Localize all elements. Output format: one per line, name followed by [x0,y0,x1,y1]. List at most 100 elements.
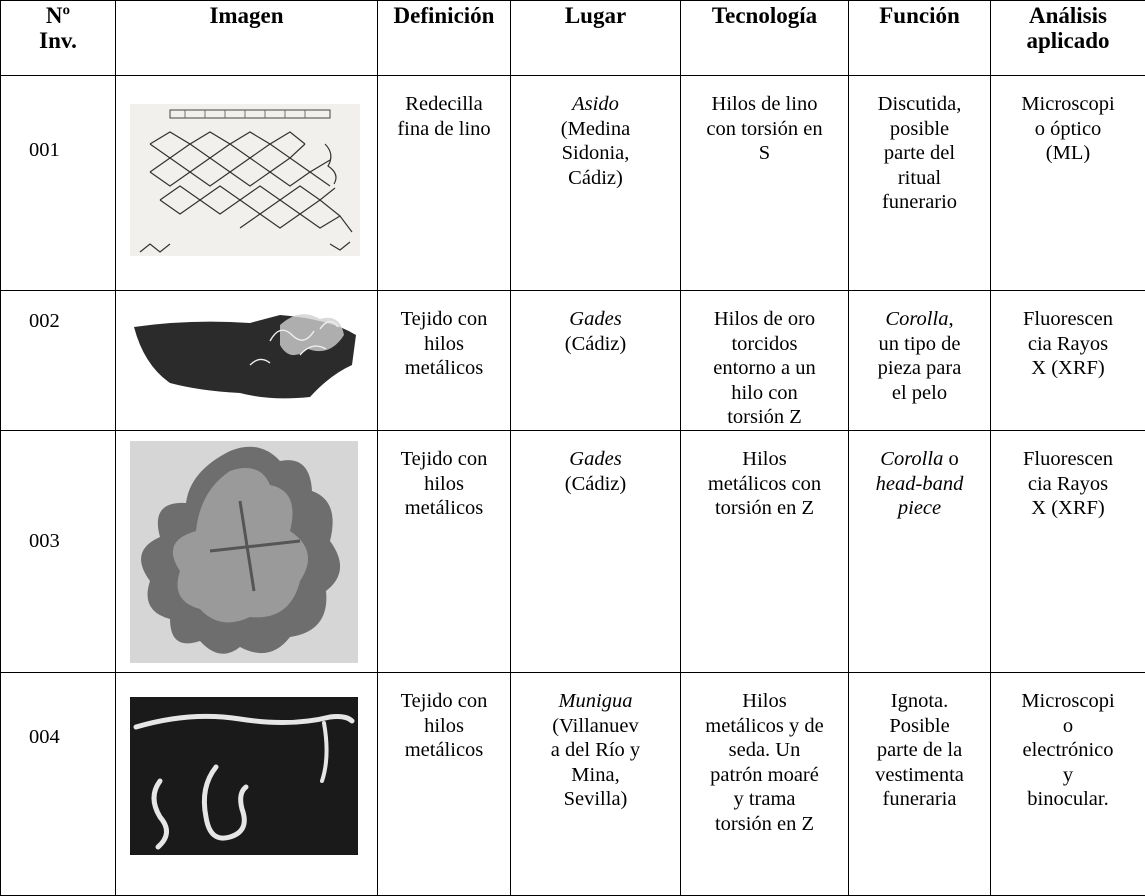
net-image [130,104,360,256]
cell-line: hilos [378,714,510,739]
cell-line: head-band [849,472,990,497]
cell-line: Definición [378,3,510,28]
italic-segment: Asido [572,93,619,115]
cell-line: Posible [849,714,990,739]
cell-line: con torsión en [681,117,848,142]
cell-line: Corolla, [849,307,990,332]
header-cell: Lugar [511,1,681,76]
cell-line: cia Rayos [991,472,1145,497]
cell-line: piece [849,496,990,521]
cell-line: Corolla o [849,447,990,472]
cell-line: vestimenta [849,763,990,788]
cell-line: entorno a un [681,356,848,381]
cell-line: binocular. [991,787,1145,812]
cell-line: funeraria [849,787,990,812]
cell-line: o óptico [991,117,1145,142]
inv-number: 002 [1,291,116,431]
cell-line: Munigua [511,689,680,714]
cell-line: funerario [849,190,990,215]
italic-segment: Corolla [880,448,943,470]
cell-line: fina de lino [378,117,510,142]
header-cell: Definición [378,1,511,76]
cell-line: Función [849,3,990,28]
italic-segment: Gades [569,308,621,330]
cell-line: Análisis [991,3,1145,28]
cell-line: Nº [1,3,115,28]
cell-line: el pelo [849,381,990,406]
cell-line: y [991,763,1145,788]
cell-line: Hilos de lino [681,92,848,117]
cell-line: Fluorescen [991,447,1145,472]
cell-line: Hilos de oro [681,307,848,332]
header-cell: Imagen [116,1,378,76]
metal-threads-image [130,697,358,855]
cell-line: posible [849,117,990,142]
italic-segment: Corolla [885,308,948,330]
cell-line: Ignota. [849,689,990,714]
cell-line: metálicos y de [681,714,848,739]
cell-line: y trama [681,787,848,812]
cell-line: Mina, [511,763,680,788]
metal-fabric-image [130,305,358,403]
cell-line: Sevilla) [511,787,680,812]
text-segment: , [948,308,953,330]
inv-number: 001 [1,76,116,291]
cell-line: 002 [29,309,115,334]
cell-line: Gades [511,447,680,472]
cell-line: 003 [29,529,115,554]
italic-segment: Munigua [558,690,632,712]
image-cell [116,291,378,431]
text-segment: o [943,448,958,470]
cell-line: hilo con [681,381,848,406]
cell-line: 004 [29,725,115,750]
cell-line: Fluorescen [991,307,1145,332]
cell-line: o [991,714,1145,739]
image-cell [116,431,378,673]
cell-line: X (XRF) [991,356,1145,381]
cell-line: (Villanuev [511,714,680,739]
image-cell [116,673,378,896]
cell-line: Tecnología [681,3,848,28]
inv-number: 003 [1,431,116,673]
cell-line: Tejido con [378,689,510,714]
cell-line: patrón moaré [681,763,848,788]
cell-line: Redecilla [378,92,510,117]
cell-line: a del Río y [511,738,680,763]
cell-line: S [681,141,848,166]
metal-corolla-image [130,441,358,663]
inv-number: 004 [1,673,116,896]
cell-line: Sidonia, [511,141,680,166]
cell-line: parte de la [849,738,990,763]
cell-line: cia Rayos [991,332,1145,357]
cell-line: Gades [511,307,680,332]
cell-line: metálicos [378,356,510,381]
cell-line: Microscopi [991,92,1145,117]
cell-line: torsión en Z [681,496,848,521]
cell-line: Cádiz) [511,166,680,191]
italic-segment: Gades [569,448,621,470]
cell-line: Inv. [1,28,115,53]
cell-line: (Cádiz) [511,332,680,357]
cell-line: metálicos con [681,472,848,497]
cell-line: ritual [849,166,990,191]
cell-line: hilos [378,332,510,357]
image-cell [116,76,378,291]
cell-line: Discutida, [849,92,990,117]
